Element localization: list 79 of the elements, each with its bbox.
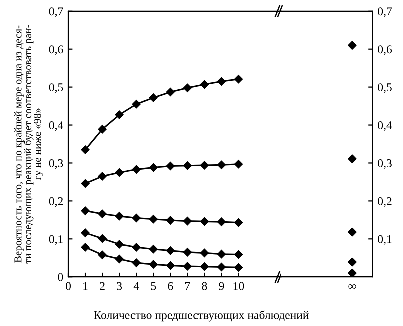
point xyxy=(115,255,124,264)
point xyxy=(149,164,158,172)
x-tick-label: 0 xyxy=(66,282,72,290)
point xyxy=(115,240,124,249)
x-tick-label: 10 xyxy=(234,282,244,290)
point xyxy=(115,110,124,120)
x-axis-title: Количество предшествующих наблюдений xyxy=(94,310,309,322)
x-tick-label: 2 xyxy=(100,282,105,290)
y-tick-label: 0,2 xyxy=(378,197,392,208)
point xyxy=(183,217,192,226)
point xyxy=(132,165,141,174)
point xyxy=(234,75,243,84)
point xyxy=(132,258,141,268)
point xyxy=(234,160,243,169)
y-tick-label: 0,7 xyxy=(378,8,392,18)
point xyxy=(98,234,107,243)
y-tick-label: 0,6 xyxy=(49,46,64,56)
y-tick-label: 0,2 xyxy=(49,197,63,208)
point xyxy=(98,172,107,181)
x-tick-label: 4 xyxy=(134,282,140,290)
y-tick-label: 0,6 xyxy=(378,46,392,56)
point xyxy=(149,245,158,254)
point xyxy=(234,263,243,272)
point xyxy=(183,162,192,170)
point xyxy=(217,250,226,259)
point xyxy=(166,246,175,256)
point xyxy=(166,162,175,170)
point xyxy=(183,262,192,271)
y-tick-label: 0,3 xyxy=(378,159,392,170)
point xyxy=(166,261,175,270)
point xyxy=(200,248,209,258)
y-tick-label: 0,4 xyxy=(378,122,392,132)
x-tick-label: ∞ xyxy=(348,284,356,289)
x-tick-label: 6 xyxy=(168,282,174,290)
y-tick-label: 0,5 xyxy=(49,84,64,94)
point xyxy=(98,210,107,218)
point xyxy=(98,125,107,134)
point xyxy=(115,168,124,177)
y-tick-label: 0,1 xyxy=(49,235,63,246)
y-axis-title: Вероятность того, что по крайней мере одна из деся- ти последующих реакций будет соответствовать ран- гу не ниже «98» xyxy=(14,25,44,264)
point xyxy=(200,262,209,272)
x-tick-label: 1 xyxy=(84,282,88,290)
y-tick-label: 0,4 xyxy=(49,122,64,132)
point xyxy=(183,84,192,92)
point xyxy=(115,212,124,221)
point xyxy=(183,248,192,257)
point xyxy=(217,218,226,226)
point xyxy=(132,100,141,109)
point xyxy=(166,216,175,225)
x-tick-label: 8 xyxy=(202,282,208,290)
point xyxy=(149,94,158,102)
point xyxy=(217,77,226,86)
x-tick-label: 9 xyxy=(219,282,224,290)
point xyxy=(81,228,90,238)
point xyxy=(149,260,158,269)
point xyxy=(200,217,209,226)
x-tick-label: 3 xyxy=(117,282,122,290)
point xyxy=(234,250,243,259)
point xyxy=(98,250,107,260)
y-tick-label: 0 xyxy=(58,273,64,282)
point xyxy=(81,206,90,216)
point xyxy=(132,243,141,252)
y-tick-label: 0,7 xyxy=(49,8,64,18)
y-tick-label: 0,3 xyxy=(49,159,64,170)
point xyxy=(217,160,226,170)
point xyxy=(81,146,90,154)
y-tick-label: 0,5 xyxy=(378,84,392,94)
point xyxy=(149,215,158,224)
y-tick-label: 0,1 xyxy=(378,235,392,246)
point xyxy=(166,88,175,96)
point xyxy=(200,161,209,170)
point xyxy=(217,263,226,272)
point xyxy=(234,218,243,228)
x-tick-label: 5 xyxy=(151,282,156,290)
point xyxy=(200,80,209,89)
point xyxy=(132,214,141,222)
point xyxy=(81,180,90,188)
x-tick-label: 7 xyxy=(186,282,190,290)
point xyxy=(81,243,90,252)
